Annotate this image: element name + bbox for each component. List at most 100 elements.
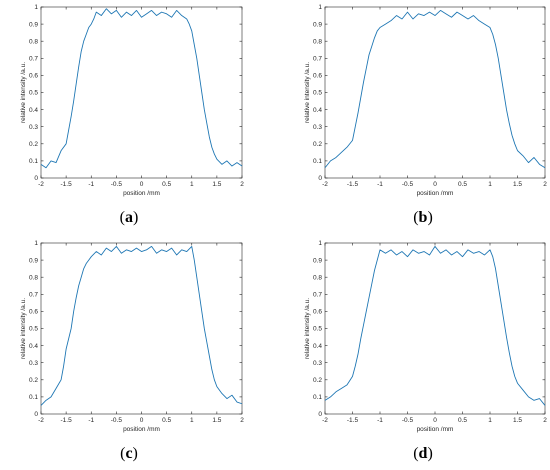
x-tick-label: 0: [433, 181, 437, 188]
y-tick-label: 0.5: [313, 90, 322, 97]
y-tick-label: 1: [34, 240, 38, 247]
y-axis-title: relative intensity /a.u.: [20, 62, 27, 123]
y-tick-label: 0.6: [29, 309, 38, 316]
x-tick-label: 0.5: [162, 417, 171, 424]
panel-label: (d): [413, 445, 433, 462]
panel-label-close: ): [427, 209, 432, 226]
y-tick-label: 0.7: [313, 56, 322, 63]
y-tick-label: 0: [34, 411, 38, 418]
x-axis-title: position /mm: [123, 190, 160, 197]
x-tick-label: 1: [488, 417, 492, 424]
y-axis-title: relative intensity /a.u.: [304, 298, 311, 359]
y-tick-label: 0.2: [313, 377, 322, 384]
x-tick-label: 0.5: [458, 181, 467, 188]
intensity-profile-line: [324, 9, 546, 169]
x-tick-label: 1.5: [212, 417, 221, 424]
y-tick-label: 0.3: [313, 360, 322, 367]
panel-label-letter: a: [125, 209, 133, 226]
x-tick-label: 1.5: [212, 181, 221, 188]
plot-area-frame: [324, 6, 546, 179]
x-tick-label: 0.5: [162, 181, 171, 188]
x-tick-label: -2: [322, 417, 328, 424]
y-tick-label: 1: [318, 4, 322, 11]
chart-panel-a: -2 -1.5 -1 -0.5 0 0.5 1 1.5 2 0 0.1 0.2 0.3 0.4 0.5 0.6…: [20, 4, 244, 226]
y-tick-label: 0.5: [29, 326, 38, 333]
y-tick-label: 0.3: [313, 124, 322, 131]
x-tick-label: 2: [543, 417, 547, 424]
y-tick-label: 0.1: [313, 394, 322, 401]
panel-label-letter: b: [419, 209, 428, 226]
panel-label-open: (: [413, 209, 418, 226]
x-tick-label: 1.5: [513, 181, 522, 188]
x-tick-label: -1: [88, 417, 94, 424]
x-tick-label: -1: [88, 181, 94, 188]
panel-label: (a): [120, 209, 139, 226]
y-tick-label: 0.9: [29, 21, 38, 28]
y-tick-label: 0: [34, 175, 38, 182]
x-tick-label: -1.5: [347, 417, 359, 424]
x-tick-label: 2: [543, 181, 547, 188]
panel-label-open: (: [413, 445, 418, 462]
x-tick-label: -0.5: [111, 417, 123, 424]
y-tick-label: 0.6: [29, 73, 38, 80]
intensity-profile-line: [40, 8, 243, 169]
panel-label-open: (: [120, 209, 125, 226]
y-tick-label: 0.8: [29, 38, 38, 45]
panel-label-close: ): [133, 445, 138, 462]
y-tick-label: 0.7: [29, 292, 38, 299]
x-tick-label: -1: [377, 417, 383, 424]
panel-label: (c): [120, 445, 138, 462]
x-tick-label: -2: [38, 181, 44, 188]
panel-label-letter: c: [125, 445, 132, 462]
y-tick-label: 0.8: [313, 38, 322, 45]
y-tick-label: 0: [318, 175, 322, 182]
x-tick-label: -0.5: [402, 417, 414, 424]
panel-label: (b): [413, 209, 433, 226]
y-tick-label: 0.1: [29, 158, 38, 165]
x-axis-title: position /mm: [123, 426, 160, 433]
plot-area-frame: [324, 242, 546, 415]
y-tick-label: 0.6: [313, 309, 322, 316]
panel-label-close: ): [133, 209, 138, 226]
y-tick-label: 0.3: [29, 124, 38, 131]
y-tick-label: 0.4: [313, 107, 322, 114]
y-axis-title: relative intensity /a.u.: [304, 62, 311, 123]
x-axis-title: position /mm: [417, 426, 454, 433]
x-tick-label: 2: [240, 181, 244, 188]
x-tick-label: 2: [240, 417, 244, 424]
panel-label-close: ): [427, 445, 432, 462]
y-tick-label: 0.7: [29, 56, 38, 63]
chart-panel-b: -2 -1.5 -1 -0.5 0 0.5 1 1.5 2 0 0.1 0.2 0.3 0.4 0.5 0.6…: [304, 4, 547, 226]
x-axis-title: position /mm: [417, 190, 454, 197]
x-tick-label: 0.5: [458, 417, 467, 424]
intensity-profile-line: [40, 245, 243, 406]
panel-label-open: (: [120, 445, 125, 462]
x-tick-label: -1.5: [61, 181, 73, 188]
y-tick-label: 0.8: [29, 274, 38, 281]
x-tick-label: -1: [377, 181, 383, 188]
y-tick-label: 1: [34, 4, 38, 11]
x-tick-label: -1.5: [61, 417, 73, 424]
x-tick-label: -0.5: [402, 181, 414, 188]
y-tick-label: 0.2: [29, 377, 38, 384]
y-tick-label: 0.6: [313, 73, 322, 80]
y-tick-label: 0.4: [29, 343, 38, 350]
x-tick-label: 0: [433, 417, 437, 424]
x-tick-label: 0: [140, 417, 144, 424]
x-tick-label: -2: [322, 181, 328, 188]
y-tick-label: 0.9: [29, 257, 38, 264]
x-tick-label: 1: [190, 417, 194, 424]
y-tick-label: 0.7: [313, 292, 322, 299]
x-tick-label: -2: [38, 417, 44, 424]
x-tick-label: -1.5: [347, 181, 359, 188]
plot-area-frame: [40, 6, 243, 179]
y-tick-label: 0.9: [313, 257, 322, 264]
y-tick-label: 1: [318, 240, 322, 247]
y-tick-label: 0.9: [313, 21, 322, 28]
y-tick-label: 0.1: [29, 394, 38, 401]
chart-panel-c: -2 -1.5 -1 -0.5 0 0.5 1 1.5 2 0 0.1 0.2 0.3 0.4 0.5 0.6…: [20, 240, 244, 462]
x-tick-label: -0.5: [111, 181, 123, 188]
chart-panel-d: -2 -1.5 -1 -0.5 0 0.5 1 1.5 2 0 0.1 0.2 0.3 0.4 0.5 0.6…: [304, 240, 547, 462]
x-tick-label: 1: [488, 181, 492, 188]
